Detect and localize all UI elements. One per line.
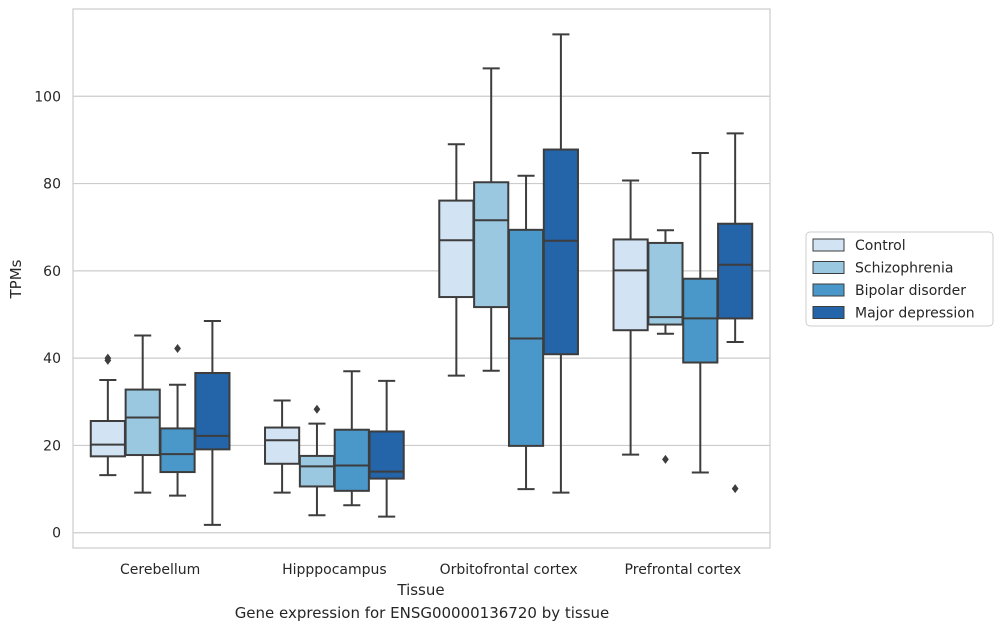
legend-swatch <box>812 283 845 297</box>
box-iqr <box>682 277 719 364</box>
legend-swatch <box>812 306 845 319</box>
x-axis-title: Tissue <box>396 581 444 599</box>
box-iqr <box>264 426 301 465</box>
box-schizophrenia <box>647 229 684 464</box>
box-control <box>89 353 126 477</box>
outlier-point <box>731 484 739 494</box>
box-schizophrenia <box>124 334 161 494</box>
outlier-point <box>174 344 181 354</box>
box-iqr <box>438 199 475 299</box>
box-iqr <box>647 241 684 326</box>
box-iqr <box>159 427 196 474</box>
box-major-depression <box>717 132 754 494</box>
y-axis-title: TPMs <box>7 259 25 299</box>
box-control <box>612 179 649 456</box>
y-tick-label: 100 <box>34 89 61 105</box>
box-bipolar-disorder <box>682 152 719 474</box>
legend-label: Bipolar disorder <box>855 283 966 299</box>
box-iqr <box>717 222 754 320</box>
box-control <box>264 399 301 494</box>
y-tick-label: 20 <box>43 438 61 454</box>
box-iqr <box>333 428 370 492</box>
box-schizophrenia <box>473 67 510 372</box>
figure-caption: Gene expression for ENSG00000136720 by t… <box>234 604 610 622</box>
box-iqr <box>89 419 126 458</box>
box-iqr <box>542 148 579 356</box>
legend-swatch <box>812 238 845 252</box>
box-bipolar-disorder <box>507 174 545 491</box>
x-tick-label: Orbitofrontal cortex <box>440 562 578 578</box>
y-tick-label: 40 <box>43 351 61 367</box>
plot-frame <box>72 8 771 549</box>
boxes <box>89 33 754 526</box>
y-tick-label: 80 <box>43 177 61 193</box>
box-major-depression <box>194 320 231 526</box>
y-tick-label: 60 <box>43 264 61 280</box>
box-iqr <box>473 181 510 309</box>
legend-label: Schizophrenia <box>855 261 953 277</box>
box-iqr <box>612 238 649 332</box>
x-tick-label: Prefrontal cortex <box>625 562 742 578</box>
box-bipolar-disorder <box>333 370 370 507</box>
legend-label: Major depression <box>855 306 975 322</box>
legend-label: Control <box>855 238 906 254</box>
box-iqr <box>194 371 231 451</box>
box-iqr <box>124 388 161 457</box>
outlier-point <box>313 404 321 414</box>
box-control <box>438 143 475 377</box>
legend: Control Schizophrenia Bipolar disorder Majo… <box>805 231 994 327</box>
x-axis-ticks: Cerebellum Hipppocampus Orbitofrontal cort… <box>120 562 741 578</box>
y-tick-label: 0 <box>52 526 61 542</box>
box-schizophrenia <box>298 404 336 517</box>
outlier-point <box>104 353 112 363</box>
legend-swatch <box>812 261 845 274</box>
x-tick-label: Cerebellum <box>120 562 200 578</box>
outlier-point <box>662 454 669 464</box>
legend-frame <box>805 231 994 327</box>
box-iqr <box>298 454 336 488</box>
box-bipolar-disorder <box>159 344 196 497</box>
x-tick-label: Hipppocampus <box>282 562 387 578</box>
box-major-depression <box>368 379 405 518</box>
box-major-depression <box>542 33 579 494</box>
y-axis-ticks: 0 20 40 60 80 100 <box>34 89 61 541</box>
